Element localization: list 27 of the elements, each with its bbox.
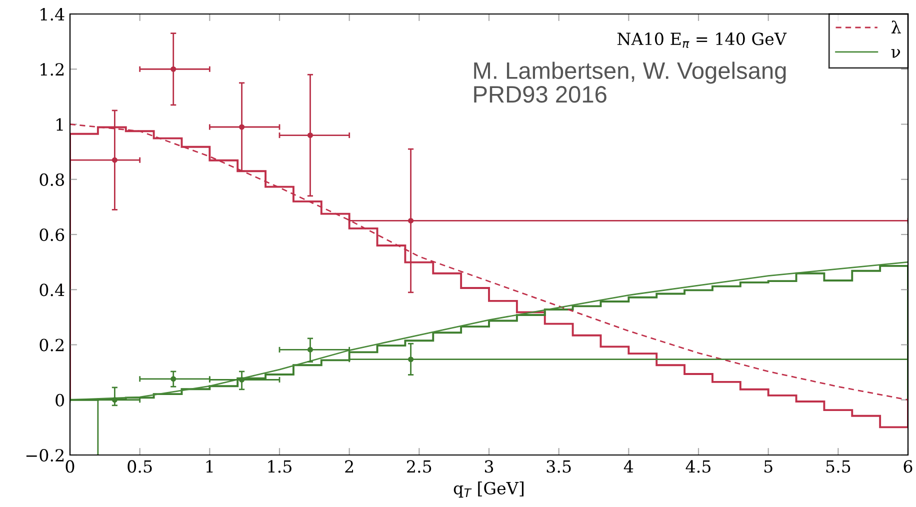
y-tick-label: 0.6 [40, 228, 64, 242]
x-tick-label: 0.5 [128, 460, 152, 473]
y-tick-label: 1.2 [40, 63, 64, 76]
x-tick-label: 4.5 [686, 460, 710, 473]
x-tick-label: 1.5 [268, 460, 292, 473]
x-tick-label: 5 [764, 460, 772, 473]
x-tick-label: 2 [345, 460, 353, 473]
y-tick-label: 1 [56, 118, 63, 131]
x-tick-label: 0 [66, 460, 74, 473]
y-tick-label: 0.8 [40, 173, 64, 186]
x-axis-title: q$_{T}$ [GeV] [454, 482, 524, 498]
legend-label: λ [891, 20, 901, 34]
x-tick-label: 1 [206, 460, 213, 473]
y-tick-label: −0.2 [26, 448, 64, 462]
x-tick-label: 3.5 [546, 460, 571, 473]
y-tick-label: 0.4 [40, 284, 64, 296]
y-tick-label: 0.2 [40, 338, 64, 352]
annotation: NA10 E$_{π}$ = 140 GeV [617, 32, 787, 48]
legend-label: ν [891, 49, 900, 58]
y-tick-label: 0 [56, 394, 64, 406]
x-tick-label: 3 [484, 460, 494, 473]
x-tick-label: 5.5 [826, 460, 850, 473]
annotation: M. Lambertsen, W. Vogelsang PRD93 2016 [474, 62, 786, 103]
y-tick-label: 1.4 [40, 8, 64, 21]
x-tick-label: 2.5 [407, 460, 432, 473]
x-tick-label: 4 [624, 460, 634, 473]
x-tick-label: 6 [904, 460, 912, 473]
